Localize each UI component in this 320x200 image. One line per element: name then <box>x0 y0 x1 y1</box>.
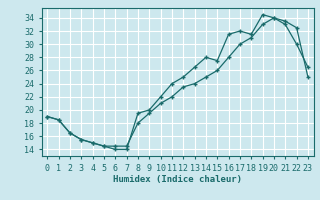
X-axis label: Humidex (Indice chaleur): Humidex (Indice chaleur) <box>113 175 242 184</box>
